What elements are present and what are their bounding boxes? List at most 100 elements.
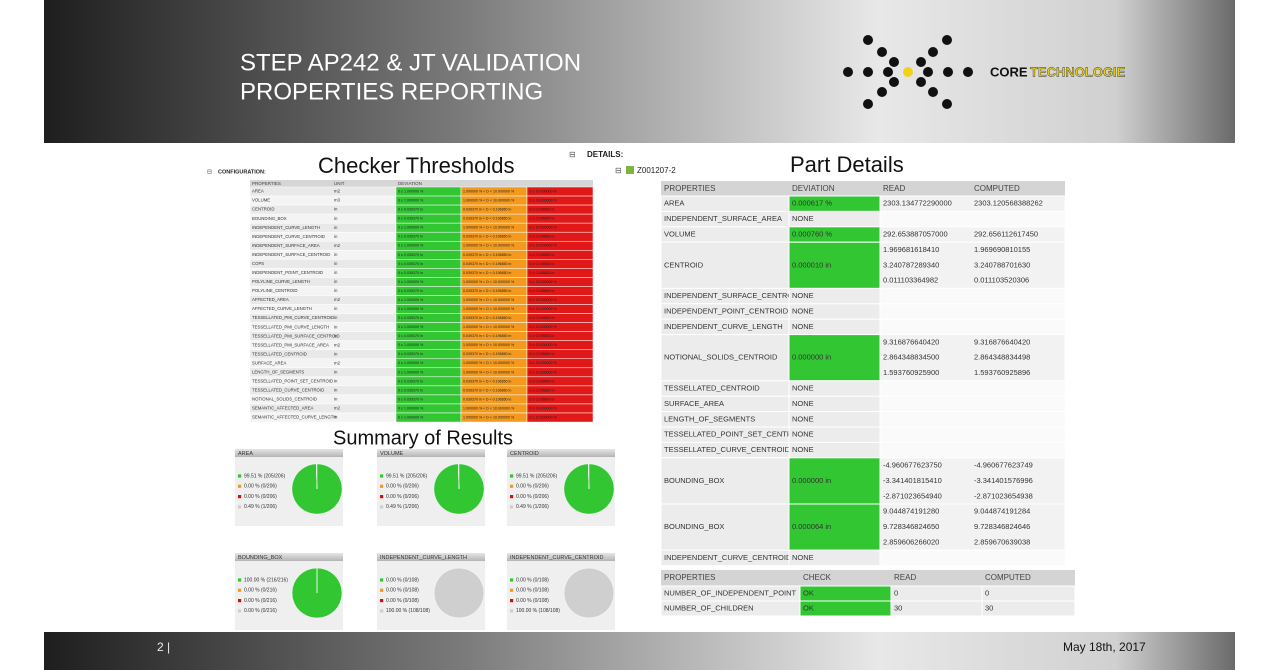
threshold-text: 0 ≤ 1.000000 %: [398, 415, 424, 419]
legend-swatch: [238, 588, 242, 592]
property-name: TESSELLATED_PMI_SURFACE_CENTROID: [252, 333, 340, 338]
threshold-text: D ≥ 10.000000 %: [529, 199, 558, 203]
unit: in: [334, 315, 338, 320]
threshold-text: 1.000000 % < D < 10.000000 %: [463, 361, 515, 365]
read-value: 1.593760925900: [883, 368, 939, 377]
legend-swatch: [380, 474, 384, 478]
unit: m2: [334, 297, 341, 302]
unit: in: [334, 288, 338, 293]
footer-date: May 18th, 2017: [1063, 640, 1146, 654]
legend-label: 0.49 % (1/206): [386, 504, 419, 510]
chart-title: BOUNDING_BOX: [238, 555, 283, 561]
computed-value: 9.316876640420: [974, 337, 1030, 346]
property-name: BOUNDING_BOX: [664, 476, 724, 485]
column-header: PROPERTIES: [252, 181, 281, 186]
property-name: LENGTH_OF_SEGMENTS: [252, 369, 304, 374]
deviation: NONE: [792, 322, 814, 331]
property-name: TESSELLATED_PMI_CURVE_LENGTH: [252, 324, 329, 329]
deviation: NONE: [792, 445, 814, 454]
unit: in: [334, 351, 338, 356]
threshold-text: 0 ≤ 1.000000 %: [398, 298, 424, 302]
legend-swatch: [510, 484, 514, 488]
logo-text: TECHNOLOGIE: [1030, 64, 1126, 79]
threshold-text: 0 ≤ 1.000000 %: [398, 361, 424, 365]
threshold-text: D ≥ 0.196850 in: [529, 388, 554, 392]
threshold-text: 0 ≤ 0.039370 in: [398, 289, 423, 293]
threshold-text: 0 ≤ 1.000000 %: [398, 189, 424, 193]
table-cell: [879, 210, 1066, 228]
logo-dot: [928, 87, 938, 97]
threshold-text: 0.039370 in < D < 0.196850 in: [463, 379, 511, 383]
unit: in: [334, 261, 338, 266]
legend-label: 0.00 % (0/108): [386, 577, 419, 583]
chart-title-bar: [377, 449, 485, 457]
read-value: -2.871023654940: [883, 491, 942, 500]
logo-dot: [928, 47, 938, 57]
property-name: VOLUME: [664, 229, 696, 238]
table-cell: [879, 411, 1066, 428]
legend-swatch: [510, 588, 514, 592]
legend-label: 0.00 % (0/216): [244, 588, 277, 594]
threshold-text: 1.000000 % < D < 10.000000 %: [463, 226, 515, 230]
table-row: [249, 259, 397, 269]
threshold-text: D ≥ 0.196850 in: [529, 316, 554, 320]
threshold-text: D ≥ 0.196850 in: [529, 334, 554, 338]
threshold-text: 1.000000 % < D < 10.000000 %: [463, 189, 515, 193]
pie-slice: [563, 567, 615, 619]
read-value: 9.044874191280: [883, 507, 939, 516]
unit: in: [334, 333, 338, 338]
column-header: READ: [883, 184, 905, 193]
legend-label: 0.00 % (0/206): [244, 494, 277, 500]
property-name: SEMANTIC_AFFECTED_CURVE_LENGTH: [252, 415, 336, 420]
logo-dot: [863, 67, 873, 77]
threshold-text: D ≥ 10.000000 %: [529, 406, 558, 410]
legend-swatch: [238, 474, 242, 478]
threshold-text: 1.000000 % < D < 10.000000 %: [463, 244, 515, 248]
property-name: AREA: [664, 199, 684, 208]
deviation: 0.000617 %: [792, 199, 832, 208]
property-name: NOTIONAL_SOLIDS_CENTROID: [664, 353, 778, 362]
read-value: 3.240787289340: [883, 260, 939, 269]
threshold-text: D ≥ 10.000000 %: [529, 189, 558, 193]
legend-swatch: [238, 609, 242, 613]
part-icon: [626, 166, 634, 174]
chart-title-bar: [377, 553, 485, 561]
legend-swatch: [380, 599, 384, 603]
threshold-text: 0 ≤ 0.039370 in: [398, 388, 423, 392]
threshold-text: 1.000000 % < D < 10.000000 %: [463, 307, 515, 311]
logo-dot: [942, 35, 952, 45]
chart-title-bar: [235, 449, 343, 457]
threshold-text: D ≥ 10.000000 %: [529, 298, 558, 302]
read-value: 292.653887057000: [883, 229, 948, 238]
computed-value: -4.960677623749: [974, 460, 1033, 469]
property-name: AREA: [252, 189, 264, 194]
deviation-cell: [788, 457, 881, 505]
tree-icon: ⊟: [207, 170, 212, 176]
legend-swatch: [380, 484, 384, 488]
legend-swatch: [510, 609, 514, 613]
chart-title: CENTROID: [510, 451, 539, 457]
computed-value: 9.044874191284: [974, 507, 1030, 516]
title-line: PROPERTIES REPORTING: [240, 78, 543, 105]
computed-value: 3.240788701630: [974, 260, 1030, 269]
read-value: 1.969681618410: [883, 245, 939, 254]
table-cell: [660, 241, 790, 289]
legend-swatch: [380, 495, 384, 499]
threshold-text: D ≥ 0.196850 in: [529, 262, 554, 266]
threshold-text: D ≥ 0.196850 in: [529, 208, 554, 212]
cell-text: OK: [803, 588, 814, 597]
legend-label: 0.00 % (0/206): [516, 494, 549, 500]
chart-title-bar: [507, 553, 615, 561]
threshold-text: D ≥ 0.196850 in: [529, 271, 554, 275]
deviation-cell: [788, 334, 881, 382]
property-name: INDEPENDENT_CURVE_LENGTH: [664, 322, 783, 331]
property-name: COPS: [252, 261, 264, 266]
unit: in: [334, 252, 338, 257]
chart-title-bar: [235, 553, 343, 561]
threshold-cell: [526, 412, 594, 423]
column-header: PROPERTIES: [664, 573, 715, 582]
threshold-text: 0.039370 in < D < 0.196850 in: [463, 289, 511, 293]
legend-swatch: [380, 609, 384, 613]
property-name: TESSELLATED_CURVE_CENTROID: [252, 388, 324, 393]
